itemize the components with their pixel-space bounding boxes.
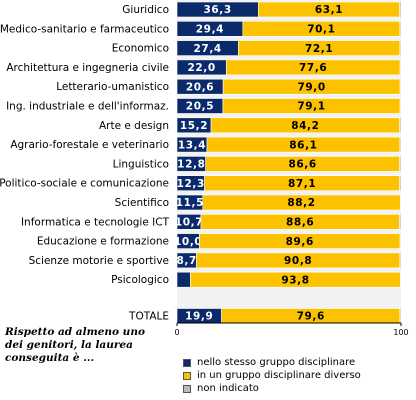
bar-educazione-e-formazione-series-2 [399, 233, 402, 249]
category-label-arte-e-design: Arte e design [99, 120, 169, 132]
data-label-architettura-e-ingegneria-civile-series-0: 22,0 [187, 62, 215, 74]
data-label-architettura-e-ingegneria-civile-series-1: 77,6 [299, 62, 327, 74]
data-label-ing-industriale-e-dell-informaz-series-0: 20,5 [186, 101, 214, 113]
chart-note: Rispetto ad almeno uno dei genitori, la … [5, 326, 145, 364]
data-label-scientifico-series-0: 11,5 [176, 197, 204, 209]
data-label-politico-sociale-e-comunicazione-series-0: 12,3 [177, 178, 205, 190]
x-tick-label-100: 100 [393, 328, 408, 337]
data-label-linguistico-series-1: 86,6 [289, 159, 317, 171]
data-label-giuridico-series-0: 36,3 [203, 4, 231, 16]
data-label-medico-sanitario-e-farmaceutico-series-1: 70,1 [307, 24, 335, 36]
data-label-economico-series-1: 72,1 [305, 43, 333, 55]
bar-linguistico-series-2 [399, 156, 402, 172]
legend-item-not-indicated: non indicato [183, 383, 361, 395]
legend-label-not-indicated: non indicato [197, 383, 259, 394]
bar-agrario-forestale-e-veterinario-series-2 [399, 136, 402, 153]
data-label-informatica-e-tecnologie-ict-series-1: 88,6 [286, 217, 314, 229]
bar-scienze-motorie-e-sportive-series-2 [399, 252, 402, 269]
bar-totale-series-2 [399, 308, 402, 324]
legend-label-same-group: nello stesso gruppo disciplinare [197, 357, 356, 368]
legend-swatch-same-group [183, 359, 191, 367]
data-label-educazione-e-formazione-series-0: 10,0 [174, 236, 202, 248]
legend-item-different-group: in un gruppo disciplinare diverso [183, 370, 361, 382]
data-label-economico-series-0: 27,4 [194, 43, 222, 55]
data-label-scientifico-series-1: 88,2 [287, 197, 315, 209]
bar-letterario-umanistico-series-2 [399, 78, 402, 95]
data-label-informatica-e-tecnologie-ict-series-0: 10,7 [175, 217, 203, 229]
data-label-scienze-motorie-e-sportive-series-1: 90,8 [284, 255, 312, 267]
bar-politico-sociale-e-comunicazione-series-2 [399, 175, 402, 191]
category-label-informatica-e-tecnologie-ict: Informatica e tecnologie ICT [21, 216, 170, 228]
bar-architettura-e-ingegneria-civile-series-2 [399, 59, 402, 76]
data-label-agrario-forestale-e-veterinario-series-0: 13,4 [178, 139, 206, 151]
category-label-educazione-e-formazione: Educazione e formazione [37, 236, 169, 248]
data-label-totale-series-1: 79,6 [297, 311, 325, 323]
data-label-politico-sociale-e-comunicazione-series-1: 87,1 [288, 178, 316, 190]
category-label-giuridico: Giuridico [122, 4, 169, 16]
legend-swatch-not-indicated [183, 385, 191, 393]
data-label-arte-e-design-series-1: 84,2 [291, 120, 319, 132]
category-label-agrario-forestale-e-veterinario: Agrario-forestale e veterinario [10, 139, 169, 151]
bar-scientifico-series-2 [400, 194, 402, 211]
category-label-totale: TOTALE [128, 311, 169, 323]
bar-economico-series-2 [399, 40, 402, 56]
category-label-letterario-umanistico: Letterario-umanistico [56, 81, 169, 93]
legend-item-same-group: nello stesso gruppo disciplinare [183, 357, 361, 369]
category-label-ing-industriale-e-dell-informaz: Ing. industriale e dell'informaz. [6, 101, 169, 113]
category-label-politico-sociale-e-comunicazione: Politico-sociale e comunicazione [0, 178, 169, 190]
bar-psicologico-series-0 [176, 271, 191, 288]
data-label-letterario-umanistico-series-0: 20,6 [186, 81, 214, 93]
data-label-giuridico-series-1: 63,1 [315, 4, 343, 16]
legend-swatch-different-group [183, 372, 191, 380]
data-label-medico-sanitario-e-farmaceutico-series-0: 29,4 [196, 24, 224, 36]
category-label-architettura-e-ingegneria-civile: Architettura e ingegneria civile [6, 62, 169, 74]
data-label-psicologico-series-1: 93,8 [281, 274, 309, 286]
data-label-linguistico-series-0: 12,8 [177, 159, 205, 171]
category-label-economico: Economico [112, 43, 169, 55]
data-label-arte-e-design-series-0: 15,2 [180, 120, 208, 132]
bar-medico-sanitario-e-farmaceutico-series-2 [399, 20, 402, 37]
category-label-medico-sanitario-e-farmaceutico: Medico-sanitario e farmaceutico [0, 23, 169, 35]
bar-informatica-e-tecnologie-ict-series-2 [399, 214, 402, 230]
category-label-scienze-motorie-e-sportive: Scienze motorie e sportive [29, 255, 169, 267]
bar-giuridico-series-2 [399, 1, 402, 18]
category-label-scientifico: Scientifico [115, 197, 169, 209]
data-label-agrario-forestale-e-veterinario-series-1: 86,1 [289, 139, 317, 151]
data-label-totale-series-0: 19,9 [185, 311, 213, 323]
category-label-linguistico: Linguistico [113, 158, 169, 170]
category-label-psicologico: Psicologico [111, 274, 169, 286]
bar-ing-industriale-e-dell-informaz-series-2 [399, 98, 402, 114]
legend: nello stesso gruppo disciplinare in un g… [183, 357, 361, 396]
bar-arte-e-design-series-2 [399, 117, 402, 134]
data-label-educazione-e-formazione-series-1: 89,6 [286, 236, 314, 248]
x-tick-label-0: 0 [174, 328, 179, 337]
data-label-ing-industriale-e-dell-informaz-series-1: 79,1 [297, 101, 325, 113]
data-label-letterario-umanistico-series-1: 79,0 [297, 81, 325, 93]
data-label-scienze-motorie-e-sportive-series-0: 8,7 [177, 255, 197, 267]
legend-label-different-group: in un gruppo disciplinare diverso [197, 370, 361, 381]
